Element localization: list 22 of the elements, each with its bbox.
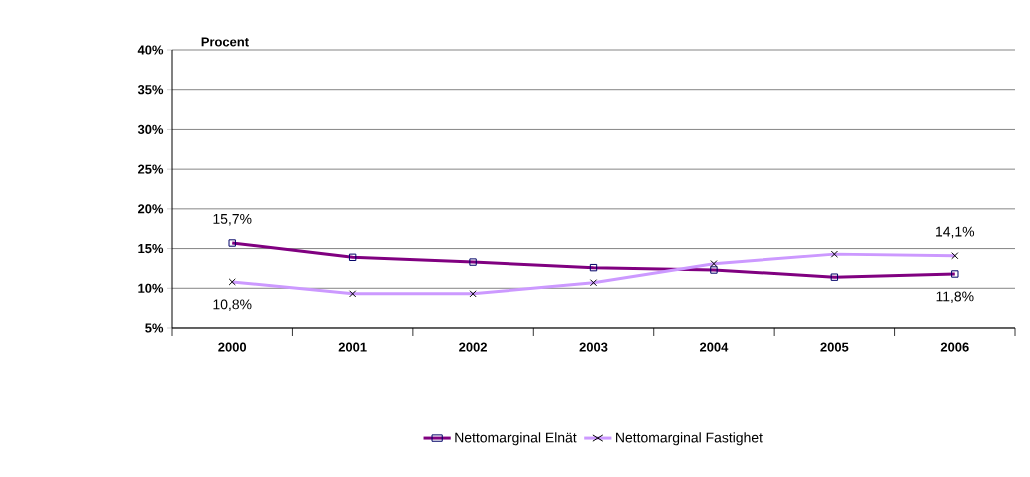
y-tick-label: 20% xyxy=(138,204,164,214)
x-tick-label: 2005 xyxy=(820,342,849,352)
x-tick-label: 2004 xyxy=(699,342,729,352)
y-axis-title: Procent xyxy=(201,37,249,47)
y-tick-label: 40% xyxy=(137,45,164,55)
y-tick-label: 30% xyxy=(137,124,164,135)
data-label: 15,7% xyxy=(213,214,252,226)
data-label: 10,8% xyxy=(213,299,252,311)
y-tick-label: 15% xyxy=(138,244,164,254)
x-tick-label: 2001 xyxy=(338,342,367,352)
data-label: 11,8% xyxy=(936,291,974,304)
y-tick-label: 35% xyxy=(137,85,164,95)
y-tick-label: 5% xyxy=(145,323,164,333)
x-tick-label: 2003 xyxy=(579,342,608,352)
legend-label: Nettomarginal Fastighet xyxy=(616,432,763,446)
x-tick-label: 2000 xyxy=(218,342,247,352)
y-tick-label: 25% xyxy=(138,164,164,174)
data-label: 14,1% xyxy=(936,226,975,239)
y-tick-label: 10% xyxy=(138,283,164,293)
x-tick-label: 2002 xyxy=(459,342,487,352)
legend-label: Nettomarginal Elnät xyxy=(455,432,577,446)
x-tick-label: 2006 xyxy=(940,342,969,352)
